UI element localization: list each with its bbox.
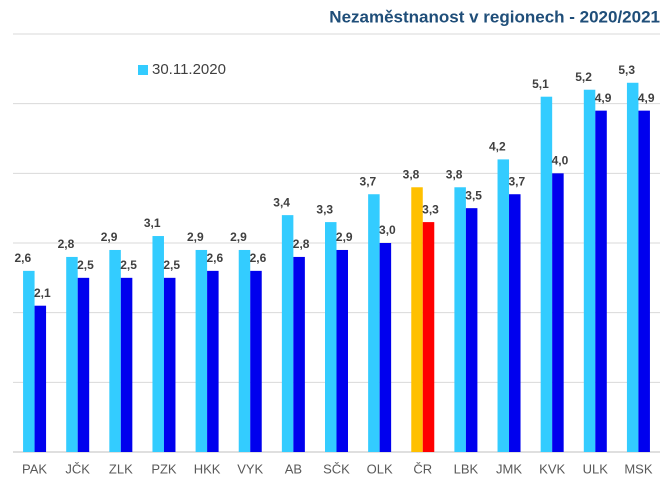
- x-tick-label: JČK: [65, 461, 90, 476]
- value-label: 2,5: [163, 258, 180, 272]
- bar: [540, 96, 553, 452]
- bar: [368, 194, 380, 452]
- value-label: 3,7: [508, 174, 525, 188]
- bar: [422, 222, 435, 452]
- bar: [109, 249, 121, 452]
- x-tick-label: ČR: [413, 461, 432, 476]
- bar: [638, 110, 650, 452]
- value-label: 3,3: [422, 202, 439, 216]
- bar: [379, 243, 392, 452]
- bar: [411, 187, 423, 452]
- value-label: 2,6: [207, 251, 224, 265]
- bar: [23, 270, 35, 452]
- x-tick-label: SČK: [323, 461, 350, 476]
- value-label: 3,3: [316, 202, 333, 216]
- bar: [66, 256, 78, 452]
- bar: [77, 277, 90, 452]
- x-tick-label: AB: [285, 461, 302, 476]
- value-label: 2,6: [14, 251, 31, 265]
- value-label: 2,9: [101, 230, 118, 244]
- x-tick-label: PAK: [22, 461, 47, 476]
- legend-label: 30.11.2020: [152, 61, 226, 78]
- value-label: 2,1: [34, 286, 51, 300]
- value-label: 4,2: [489, 140, 506, 154]
- bar: [250, 270, 262, 452]
- value-label: 5,1: [532, 77, 549, 91]
- x-tick-label: ULK: [583, 461, 609, 476]
- x-tick-label: VYK: [237, 461, 263, 476]
- x-tick-label: PZK: [151, 461, 177, 476]
- value-label: 2,8: [58, 237, 75, 251]
- bar: [207, 270, 219, 452]
- bar: [163, 277, 176, 452]
- value-label: 3,7: [360, 174, 377, 188]
- value-label: 4,9: [638, 91, 655, 105]
- bar: [34, 305, 47, 452]
- bar: [238, 249, 251, 452]
- value-label: 2,5: [77, 258, 94, 272]
- value-label: 2,9: [187, 230, 204, 244]
- x-tick-label: ZLK: [109, 461, 133, 476]
- x-tick-label: OLK: [367, 461, 393, 476]
- value-label: 5,3: [618, 63, 635, 77]
- bar: [552, 173, 564, 453]
- x-tick-label: KVK: [539, 461, 565, 476]
- value-label: 3,5: [465, 188, 482, 202]
- bar: [195, 249, 208, 452]
- value-label: 3,0: [379, 223, 396, 237]
- legend-swatch: [138, 65, 148, 75]
- value-label: 2,5: [120, 258, 137, 272]
- bar: [626, 82, 639, 453]
- bar: [120, 277, 133, 452]
- bar: [497, 159, 510, 452]
- x-tick-label: MSK: [624, 461, 653, 476]
- bar: [509, 194, 521, 452]
- x-tick-label: LBK: [454, 461, 479, 476]
- bar: [595, 110, 607, 452]
- bar: [152, 236, 164, 452]
- bar: [454, 187, 466, 452]
- bar: [465, 208, 478, 452]
- bar: [583, 89, 596, 452]
- chart-title: Nezaměstnanost v regionech - 2020/2021: [329, 7, 660, 26]
- value-label: 3,8: [403, 167, 420, 181]
- value-label: 2,9: [336, 230, 353, 244]
- value-label: 3,4: [273, 195, 290, 209]
- value-label: 4,0: [552, 154, 569, 168]
- value-label: 5,2: [575, 70, 592, 84]
- bar: [336, 249, 348, 452]
- value-label: 3,1: [144, 216, 161, 230]
- value-label: 2,6: [250, 251, 267, 265]
- x-tick-label: HKK: [194, 461, 221, 476]
- value-label: 4,9: [595, 91, 612, 105]
- x-tick-label: JMK: [496, 461, 522, 476]
- value-label: 3,8: [446, 167, 463, 181]
- bar: [325, 222, 337, 452]
- value-label: 2,9: [230, 230, 247, 244]
- value-label: 2,8: [293, 237, 310, 251]
- bar: [293, 256, 305, 452]
- bar: [281, 215, 294, 452]
